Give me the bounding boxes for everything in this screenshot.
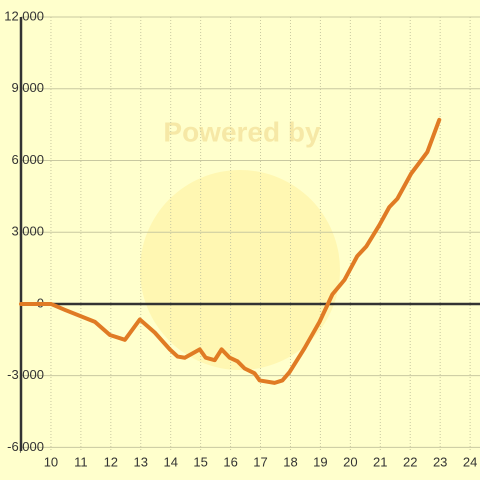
y-tick-label: 9,000 [11, 80, 44, 95]
data-line [19, 117, 442, 385]
x-tick-label: 18 [283, 454, 297, 469]
x-tick-label: 24 [463, 454, 477, 469]
y-tick-label: 3,000 [11, 224, 44, 239]
watermark: Powered by [163, 116, 321, 147]
x-tick-label: 14 [163, 454, 177, 469]
x-tick-label: 10 [44, 454, 58, 469]
y-tick-label: -3,000 [7, 367, 44, 382]
y-tick-label: -6,000 [7, 439, 44, 454]
x-tick-label: 12 [104, 454, 118, 469]
x-tick-label: 17 [253, 454, 267, 469]
x-tick-label: 16 [223, 454, 237, 469]
x-tick-label: 15 [193, 454, 207, 469]
x-tick-label: 22 [403, 454, 417, 469]
x-tick-label: 23 [433, 454, 447, 469]
x-tick-label: 13 [134, 454, 148, 469]
x-tick-label: 20 [343, 454, 357, 469]
x-tick-label: 19 [313, 454, 327, 469]
y-tick-label: 6,000 [11, 152, 44, 167]
x-tick-label: 21 [373, 454, 387, 469]
y-tick-label: 12,000 [4, 8, 44, 23]
x-tick-label: 11 [74, 454, 88, 469]
